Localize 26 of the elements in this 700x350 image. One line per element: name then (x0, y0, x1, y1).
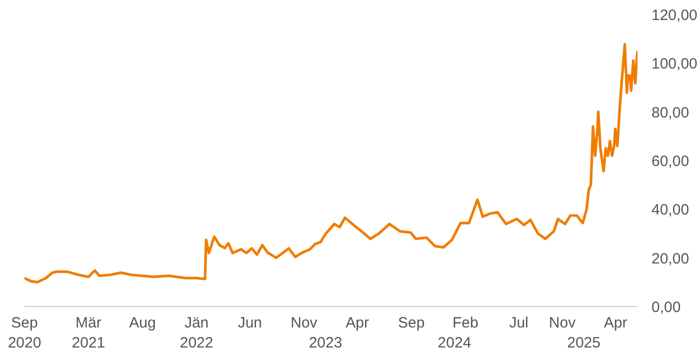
x2-tick-label: 2024 (438, 334, 472, 350)
x-tick-label: Nov (290, 314, 318, 332)
x-tick-label: Jun (238, 314, 262, 332)
x-tick-label: Jul (509, 314, 528, 332)
y-tick-label: 60,00 (652, 153, 690, 170)
x-tick-label: Mär (76, 314, 102, 332)
y-tick-label: 120,00 (652, 7, 698, 24)
x2-tick-label: 2023 (308, 334, 342, 350)
y-tick-label: 100,00 (652, 56, 698, 73)
x-tick-label: Jän (184, 314, 209, 332)
y-tick-label: 80,00 (652, 104, 690, 122)
x2-tick-label: 2022 (180, 334, 214, 350)
x2-tick-label: 2020 (8, 334, 42, 350)
x2-tick-label: 2021 (72, 334, 106, 350)
y-tick-label: 0,00 (652, 299, 681, 316)
x-tick-label: Sep (11, 314, 38, 332)
x-tick-label: Aug (129, 314, 156, 332)
x-tick-label: Apr (346, 314, 369, 332)
x-tick-label: Feb (452, 314, 478, 332)
line-series (24, 42, 638, 284)
y-tick-label: 20,00 (652, 250, 690, 268)
x-tick-label: Sep (398, 314, 425, 332)
x-tick-label: Nov (548, 314, 576, 332)
x2-tick-label: 2025 (567, 334, 600, 350)
y-tick-label: 40,00 (652, 202, 690, 219)
x-tick-label: Apr (604, 314, 628, 332)
